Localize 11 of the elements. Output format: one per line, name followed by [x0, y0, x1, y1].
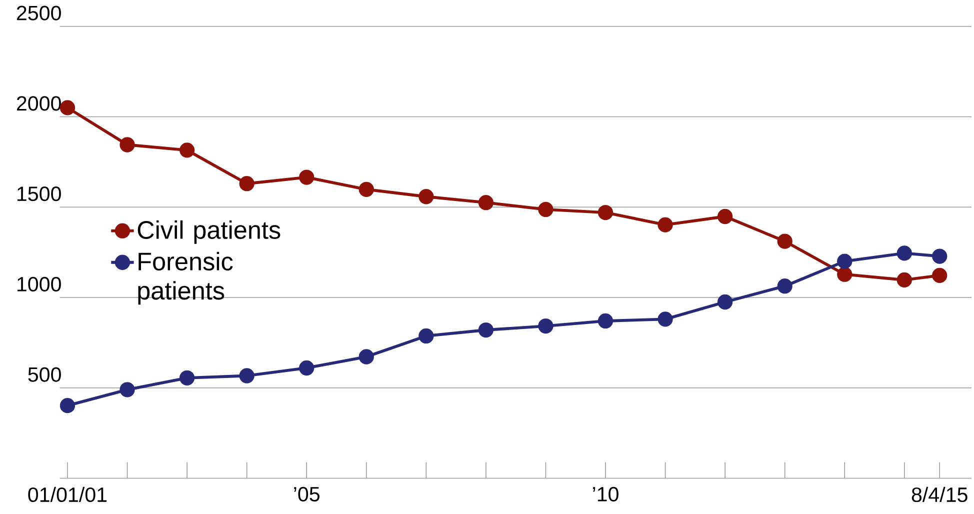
y-tick-label: 1000	[17, 276, 61, 292]
x-tick-label: ’10	[593, 486, 618, 502]
y-tick-label: 2500	[16, 6, 61, 20]
x-tick-label: 8/4/15	[912, 486, 968, 502]
legend-label: Forensic patients	[138, 252, 233, 305]
y-tick-label: 1500	[17, 186, 61, 202]
x-tick-label: ’05	[294, 486, 320, 502]
legend-label: Civil patients	[138, 220, 280, 244]
x-tick-label: 01/01/01	[28, 486, 107, 502]
y-tick-label: 500	[28, 367, 61, 382]
y-tick-label: 2000	[16, 96, 61, 111]
